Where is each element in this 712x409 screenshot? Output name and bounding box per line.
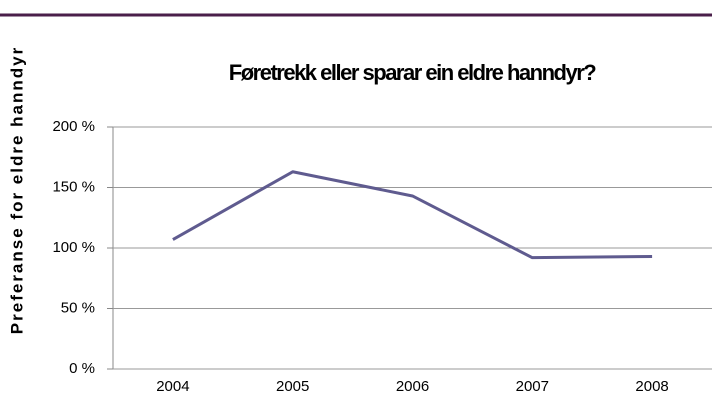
y-tick-label: 100 %: [52, 239, 95, 256]
header-band: [0, 0, 712, 14]
x-tick-label: 2007: [516, 378, 549, 395]
y-tick-label: 150 %: [52, 178, 95, 195]
x-tick-label: 2008: [635, 378, 668, 395]
y-tick-label: 0 %: [69, 360, 95, 377]
x-tick-label: 2006: [396, 378, 429, 395]
y-axis-label: Preferanse for eldre hanndyr: [7, 46, 26, 334]
y-tick-label: 200 %: [52, 118, 95, 135]
x-tick-label: 2005: [276, 378, 309, 395]
x-tick-label: 2004: [156, 378, 189, 395]
chart-title: Føretrekk eller sparar ein eldre hanndyr…: [229, 60, 597, 85]
y-tick-label: 50 %: [61, 299, 95, 316]
series-line: [172, 170, 653, 260]
